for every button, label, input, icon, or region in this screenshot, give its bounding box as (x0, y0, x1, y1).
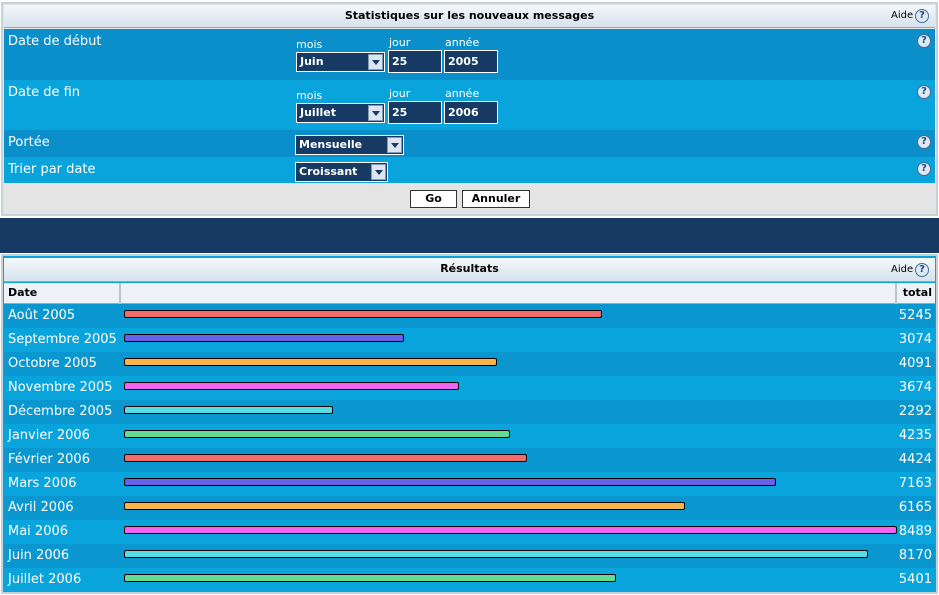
bar (124, 526, 897, 534)
month-label: mois (296, 89, 323, 102)
month-value: Juillet (300, 106, 336, 119)
dropdown-arrow[interactable] (368, 105, 383, 121)
total-cell: 5401 (898, 572, 932, 587)
total-cell: 4091 (898, 356, 932, 371)
bar (124, 382, 459, 390)
total-cell: 7163 (898, 476, 932, 491)
help-icon[interactable]: ? (915, 263, 929, 277)
field-label: Date de début (8, 34, 102, 49)
month-select[interactable]: Juillet (296, 103, 385, 123)
form-header: Statistiques sur les nouveaux messages (4, 5, 935, 28)
bar (124, 502, 686, 510)
year-input[interactable]: 2006 (444, 101, 498, 124)
date-cell: Mai 2006 (8, 524, 69, 539)
bar (124, 574, 616, 582)
column-header-row (4, 283, 935, 304)
column-divider (119, 283, 121, 304)
day-label: jour (389, 36, 411, 49)
bar (124, 406, 333, 414)
help-icon[interactable]: ? (915, 9, 929, 23)
bar (124, 310, 602, 318)
total-cell: 6165 (898, 500, 932, 515)
year-label: année (445, 87, 480, 100)
help-icon[interactable]: ? (917, 34, 931, 48)
button[interactable]: Go (410, 190, 457, 208)
bar (124, 454, 527, 462)
month-value: Juin (300, 55, 324, 68)
date-cell: Mars 2006 (8, 476, 77, 491)
total-cell: 5245 (898, 308, 932, 323)
help-icon[interactable]: ? (917, 135, 931, 149)
help-link[interactable]: Aide (891, 10, 914, 21)
date-cell: Janvier 2006 (8, 428, 90, 443)
help-link[interactable]: Aide (891, 264, 914, 275)
day-label: jour (389, 87, 411, 100)
bar (124, 550, 868, 558)
dropdown-arrow[interactable] (387, 137, 402, 153)
separator-band (0, 218, 939, 253)
day-input[interactable]: 25 (388, 50, 442, 73)
results-header: Résultats (4, 258, 935, 282)
total-cell: 3674 (898, 380, 932, 395)
month-select[interactable]: Juin (296, 52, 385, 72)
total-cell: 4235 (898, 428, 932, 443)
select[interactable]: Mensuelle (295, 135, 404, 155)
bar (124, 478, 777, 486)
field-label: Trier par date (8, 162, 96, 177)
date-cell: Septembre 2005 (8, 332, 117, 347)
date-cell: Février 2006 (8, 452, 90, 467)
date-cell: Octobre 2005 (8, 356, 97, 371)
year-input[interactable]: 2005 (444, 50, 498, 73)
bar (124, 334, 404, 342)
field-label: Date de fin (8, 85, 81, 100)
select-value: Mensuelle (299, 138, 363, 151)
total-cell: 8170 (898, 548, 932, 563)
total-cell: 2292 (898, 404, 932, 419)
help-icon[interactable]: ? (917, 162, 931, 176)
field-label: Portée (8, 135, 50, 150)
button[interactable]: Annuler (462, 190, 530, 208)
form-row (4, 157, 935, 183)
date-cell: Décembre 2005 (8, 404, 113, 419)
date-cell: Juillet 2006 (8, 572, 82, 587)
help-icon[interactable]: ? (917, 85, 931, 99)
date-cell: Novembre 2005 (8, 380, 113, 395)
column-header: Date (8, 286, 38, 299)
date-cell: Août 2005 (8, 308, 76, 323)
column-header: total (902, 286, 932, 299)
total-cell: 8489 (898, 524, 932, 539)
select[interactable]: Croissant (295, 162, 388, 182)
select-value: Croissant (299, 165, 358, 178)
total-cell: 4424 (898, 452, 932, 467)
dropdown-arrow[interactable] (371, 164, 386, 180)
total-cell: 3074 (898, 332, 932, 347)
month-label: mois (296, 38, 323, 51)
column-divider (895, 283, 897, 304)
form-row (4, 130, 935, 157)
day-input[interactable]: 25 (388, 101, 442, 124)
bar (124, 430, 510, 438)
year-label: année (445, 36, 480, 49)
dropdown-arrow[interactable] (368, 54, 383, 70)
bar (124, 358, 497, 366)
date-cell: Avril 2006 (8, 500, 74, 515)
date-cell: Juin 2006 (8, 548, 70, 563)
